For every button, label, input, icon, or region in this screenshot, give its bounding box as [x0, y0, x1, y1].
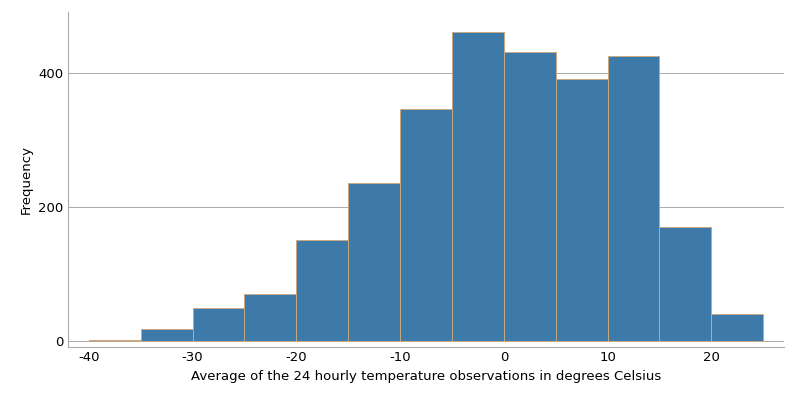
Bar [245, 294, 296, 341]
Bar [141, 329, 193, 341]
Y-axis label: Frequency: Frequency [19, 145, 32, 214]
Bar [89, 340, 141, 341]
Bar [556, 79, 607, 341]
Bar [400, 110, 452, 341]
Bar [659, 227, 711, 341]
Bar [348, 183, 400, 341]
Bar [296, 241, 348, 341]
Bar [504, 52, 556, 341]
Bar [711, 314, 763, 341]
Bar [193, 307, 245, 341]
X-axis label: Average of the 24 hourly temperature observations in degrees Celsius: Average of the 24 hourly temperature obs… [191, 370, 661, 383]
Bar [452, 32, 504, 341]
Bar [607, 56, 659, 341]
